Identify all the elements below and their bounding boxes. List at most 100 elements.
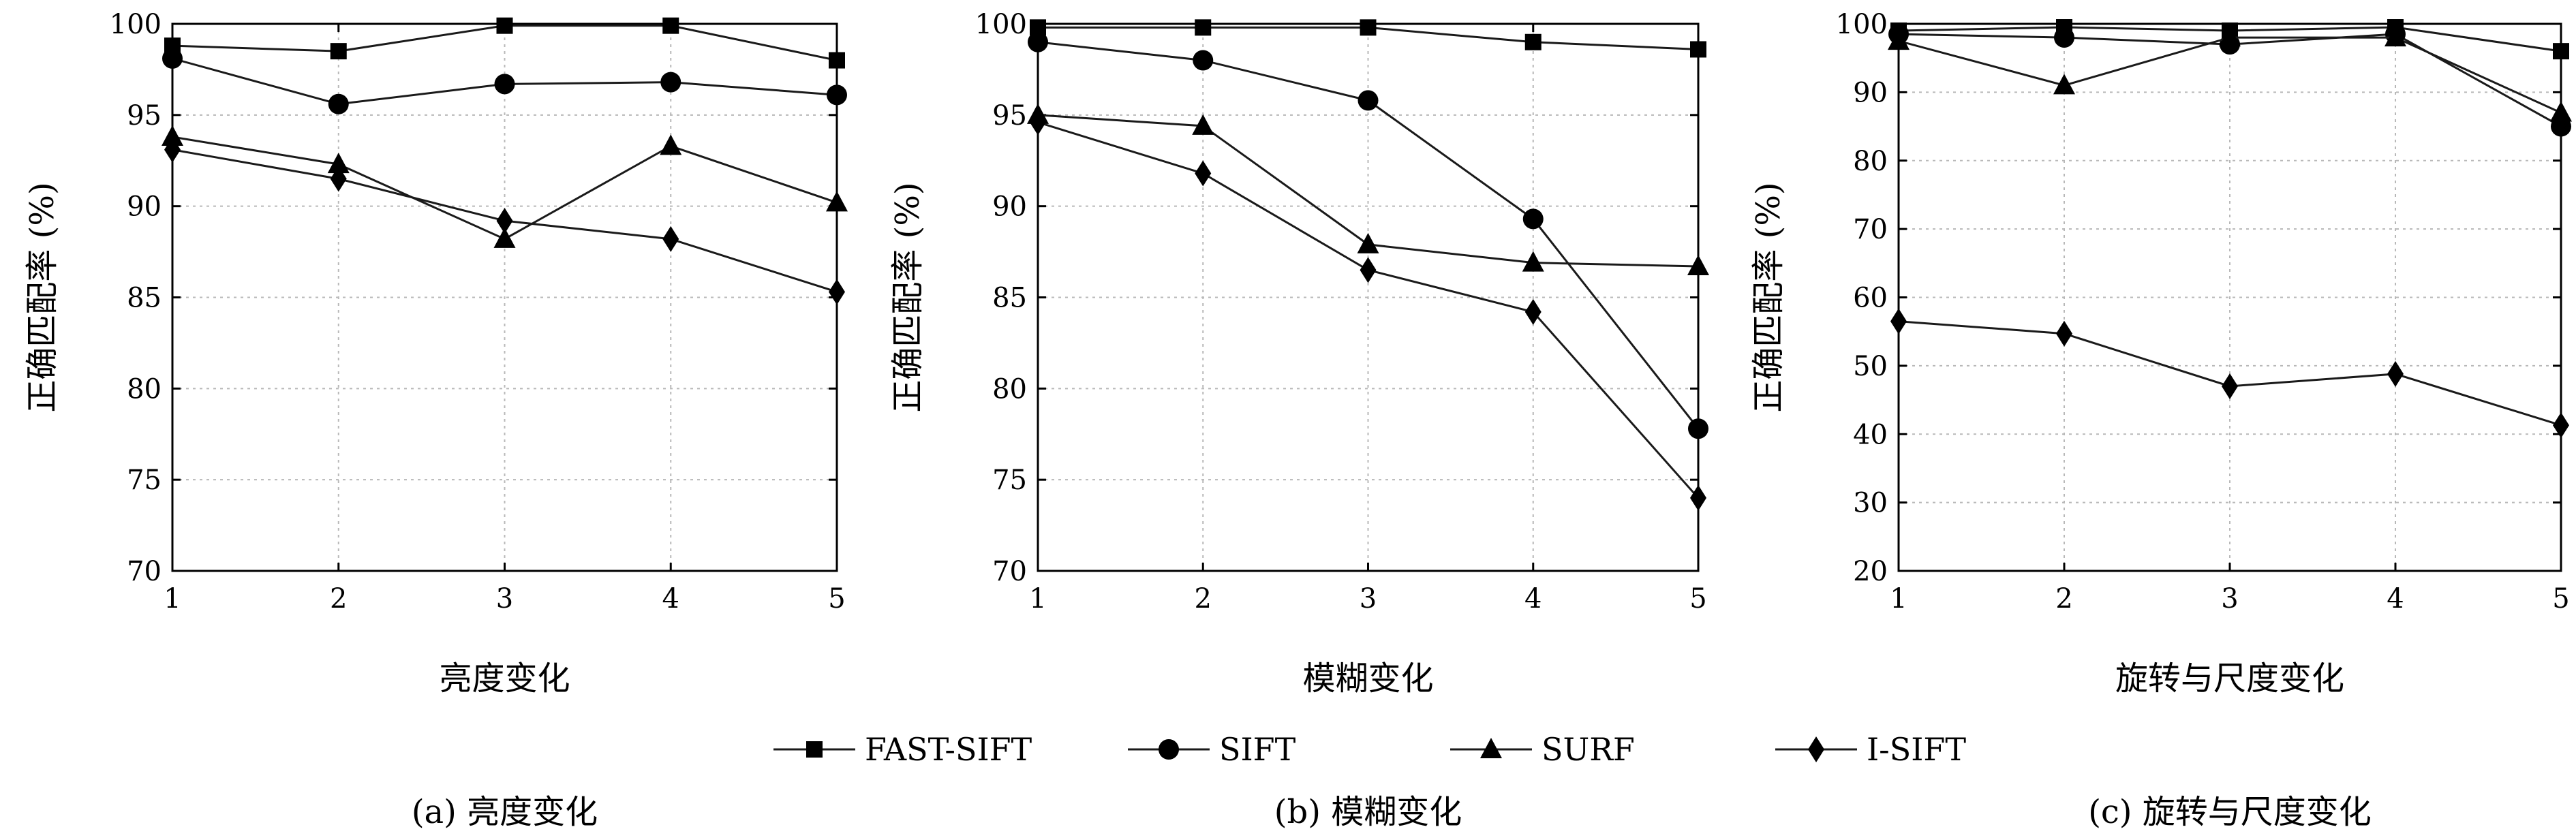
x-tick-label: 1 <box>164 583 181 615</box>
data-point-surf <box>2385 26 2406 47</box>
y-tick-label: 100 <box>1836 9 1888 40</box>
data-point-surf <box>1687 254 1709 275</box>
y-tick-label: 80 <box>992 373 1027 405</box>
data-point-i-sift <box>662 225 679 252</box>
y-tick-label: 20 <box>1853 556 1888 587</box>
data-point-surf <box>1888 29 1910 50</box>
x-tick-label: 2 <box>330 583 347 615</box>
y-tick-label: 75 <box>992 465 1027 496</box>
data-point-sift <box>1193 50 1214 71</box>
y-tick-label: 100 <box>110 9 162 40</box>
data-point-surf <box>660 134 682 155</box>
y-tick-label: 50 <box>1853 351 1888 382</box>
chart-panel-3: 20 30 40 50 60 70 80 90 100 1 2 3 4 5 旋转与尺度变化 正确匹配率 (%)… <box>1749 9 2572 831</box>
data-point-sift <box>162 48 183 69</box>
data-point-surf <box>1192 114 1214 135</box>
data-point-surf <box>1357 232 1379 253</box>
data-point-fast-sift <box>662 17 679 34</box>
legend-entry-sift: SIFT <box>1128 731 1296 768</box>
x-tick-label: 5 <box>828 583 845 615</box>
x-tick-label: 5 <box>1689 583 1706 615</box>
data-point-surf <box>2219 26 2241 47</box>
data-point-i-sift <box>1360 257 1377 283</box>
data-point-fast-sift <box>330 43 347 60</box>
series-fast-sift <box>164 17 845 69</box>
chart-panel-1: 70 75 80 85 90 95 100 1 2 3 4 5 亮度变化 正确匹配率 (%) (a) 亮度变… <box>23 9 848 831</box>
data-point-i-sift <box>1030 109 1046 136</box>
data-point-sift <box>328 93 349 114</box>
y-tick-label: 95 <box>992 100 1027 131</box>
series-sift <box>162 48 847 114</box>
y-tick-label: 75 <box>127 465 162 496</box>
y-tick-label: 90 <box>992 191 1027 223</box>
y-axis-label: 正确匹配率 (%) <box>23 182 61 412</box>
series-i-sift <box>1030 109 1706 511</box>
x-axis-label: 模糊变化 <box>1302 659 1433 698</box>
data-point-i-sift <box>1195 160 1212 187</box>
legend-entry-surf: SURF <box>1450 731 1635 768</box>
y-axis-label: 正确匹配率 (%) <box>889 182 927 412</box>
data-point-i-sift <box>2056 320 2072 347</box>
series-i-sift <box>164 136 845 305</box>
data-point-i-sift <box>164 136 181 163</box>
x-tick-label: 1 <box>1029 583 1046 615</box>
x-tick-label: 2 <box>1195 583 1212 615</box>
x-axis-label: 旋转与尺度变化 <box>2115 659 2344 698</box>
data-point-fast-sift <box>829 52 845 69</box>
y-tick-label: 90 <box>1853 77 1888 108</box>
panel-caption: (c) 旋转与尺度变化 <box>2088 793 2372 831</box>
x-tick-label: 4 <box>662 583 679 615</box>
x-tick-label: 3 <box>1360 583 1377 615</box>
data-point-surf <box>2053 74 2075 95</box>
data-point-sift <box>1522 208 1544 230</box>
y-tick-label: 60 <box>1853 283 1888 314</box>
x-tick-label: 3 <box>2221 583 2238 615</box>
legend-label: SIFT <box>1219 731 1296 768</box>
data-point-fast-sift <box>1195 19 1212 36</box>
legend-entry-fast-sift: FAST-SIFT <box>773 731 1032 768</box>
data-point-sift <box>827 84 847 106</box>
series-i-sift <box>1890 308 2569 439</box>
data-point-surf <box>2550 101 2572 122</box>
x-tick-label: 3 <box>496 583 513 615</box>
y-tick-label: 85 <box>992 283 1027 314</box>
legend-marker-sift <box>1159 739 1179 760</box>
data-point-sift <box>660 72 681 93</box>
y-tick-label: 70 <box>992 556 1027 587</box>
x-tick-label: 4 <box>2387 583 2404 615</box>
panel-caption: (b) 模糊变化 <box>1274 793 1462 831</box>
data-point-sift <box>1028 31 1048 52</box>
series-sift <box>1028 31 1708 439</box>
data-point-fast-sift <box>496 17 513 34</box>
series-surf <box>1888 26 2572 122</box>
data-point-i-sift <box>330 166 347 192</box>
legend-label: FAST-SIFT <box>865 731 1032 768</box>
y-tick-label: 85 <box>127 283 162 314</box>
y-tick-label: 95 <box>127 100 162 131</box>
legend-label: I-SIFT <box>1867 731 1966 768</box>
data-point-i-sift <box>2553 412 2569 439</box>
panel-caption: (a) 亮度变化 <box>412 793 598 831</box>
data-point-fast-sift <box>1524 33 1542 50</box>
legend-label: SURF <box>1542 731 1635 768</box>
legend-marker-i-sift <box>1808 736 1824 762</box>
series-fast-sift <box>1030 19 1706 58</box>
data-point-i-sift <box>829 279 845 305</box>
data-point-surf <box>826 191 848 212</box>
y-tick-label: 90 <box>127 191 162 223</box>
x-tick-label: 2 <box>2055 583 2072 615</box>
data-point-sift <box>1358 90 1379 111</box>
data-point-i-sift <box>2222 373 2238 399</box>
data-point-sift <box>2054 27 2074 48</box>
y-tick-label: 70 <box>1853 214 1888 245</box>
legend-marker-fast-sift <box>806 741 823 758</box>
data-point-fast-sift <box>1690 41 1706 58</box>
data-point-surf <box>493 227 516 248</box>
data-point-i-sift <box>2387 360 2404 387</box>
x-tick-label: 4 <box>1524 583 1542 615</box>
y-axis-label: 正确匹配率 (%) <box>1749 182 1788 412</box>
legend-marker-surf <box>1480 738 1502 758</box>
data-point-fast-sift <box>2553 43 2569 60</box>
data-point-i-sift <box>1524 298 1542 325</box>
